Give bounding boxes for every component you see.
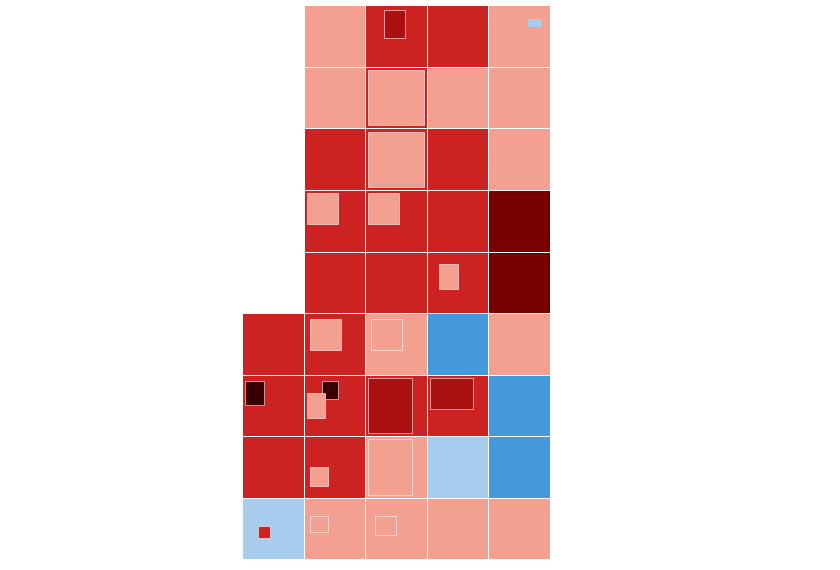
Bar: [489, 128, 550, 190]
Bar: [489, 67, 550, 128]
Bar: [489, 251, 550, 313]
Bar: [365, 128, 427, 190]
Bar: [528, 19, 542, 27]
Bar: [427, 128, 489, 190]
Bar: [430, 378, 473, 409]
Bar: [304, 374, 365, 436]
Bar: [365, 374, 427, 436]
Bar: [439, 264, 458, 288]
Bar: [242, 498, 304, 559]
Bar: [369, 132, 424, 187]
Bar: [369, 439, 412, 495]
Bar: [310, 467, 328, 486]
Bar: [427, 313, 489, 374]
Bar: [310, 516, 328, 532]
Bar: [489, 498, 550, 559]
Bar: [427, 67, 489, 128]
Bar: [489, 313, 550, 374]
Bar: [365, 436, 427, 498]
Bar: [242, 313, 304, 374]
Bar: [310, 319, 341, 350]
Bar: [304, 313, 365, 374]
Bar: [369, 70, 424, 125]
Bar: [242, 436, 304, 498]
Bar: [489, 374, 550, 436]
Bar: [304, 128, 365, 190]
Bar: [365, 190, 427, 251]
Bar: [307, 193, 338, 224]
Bar: [427, 374, 489, 436]
Bar: [489, 436, 550, 498]
Bar: [304, 5, 365, 67]
Bar: [258, 526, 270, 538]
Bar: [427, 436, 489, 498]
Bar: [365, 498, 427, 559]
Bar: [365, 313, 427, 374]
Bar: [427, 190, 489, 251]
Bar: [369, 193, 399, 224]
Bar: [245, 381, 264, 405]
Bar: [304, 498, 365, 559]
Bar: [369, 378, 412, 433]
Bar: [427, 498, 489, 559]
Bar: [427, 5, 489, 67]
Bar: [489, 190, 550, 251]
Bar: [365, 67, 427, 128]
Bar: [365, 251, 427, 313]
Bar: [489, 5, 550, 67]
Bar: [427, 251, 489, 313]
Bar: [371, 319, 402, 350]
Bar: [384, 10, 406, 38]
Bar: [365, 5, 427, 67]
Bar: [304, 190, 365, 251]
Bar: [375, 516, 396, 535]
Bar: [304, 251, 365, 313]
Bar: [323, 381, 338, 400]
Bar: [304, 67, 365, 128]
Bar: [304, 436, 365, 498]
Bar: [307, 393, 325, 418]
Bar: [242, 374, 304, 436]
